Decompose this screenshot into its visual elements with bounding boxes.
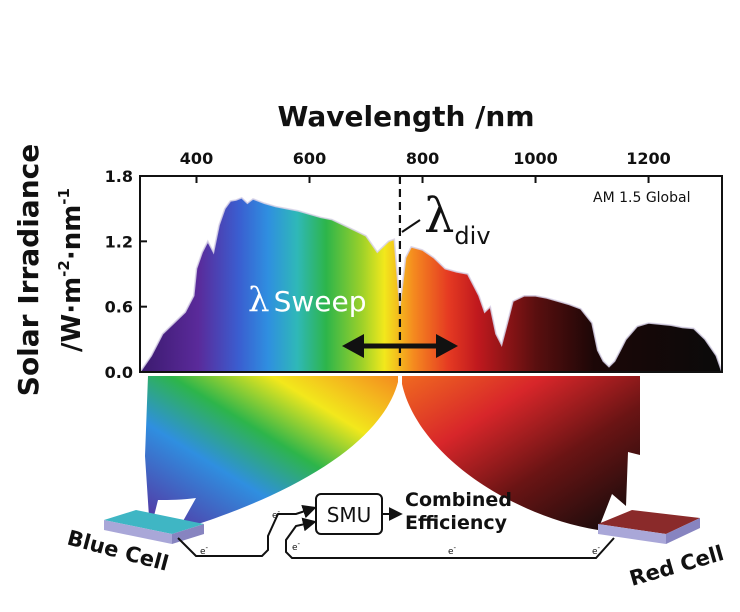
- x-axis-title: Wavelength /nm: [278, 100, 535, 133]
- combined-line1: Combined: [405, 489, 512, 511]
- red-band-arrow: [402, 376, 640, 530]
- blue-cell-top: [104, 510, 204, 534]
- lambda-symbol: λ: [424, 188, 454, 244]
- electron-label: e-: [448, 544, 457, 557]
- y-axis-title-line2: /W·m-2·nm-1: [55, 188, 87, 352]
- legend-label: AM 1.5 Global: [593, 190, 690, 206]
- sweep-text: Sweep: [274, 285, 367, 318]
- y-tick-label: 1.2: [105, 232, 133, 251]
- combined-efficiency-label: Combined Efficiency: [405, 489, 519, 534]
- sweep-double-arrow: [342, 334, 458, 358]
- y-axis-title-line1: Solar Irradiance: [12, 144, 45, 396]
- x-tick-label: 400: [180, 149, 213, 168]
- sweep-label: λ Sweep: [248, 280, 366, 320]
- spectrum-area: [140, 197, 722, 372]
- red-cell-top: [598, 510, 700, 534]
- blue-cell-front: [104, 520, 172, 544]
- wire-blue-cell: [177, 504, 317, 557]
- legend: AM 1.5 Global: [543, 190, 690, 206]
- red-cell-label: Red Cell: [627, 541, 727, 591]
- red-cell-front: [598, 524, 666, 544]
- y-tick-label: 0.0: [105, 363, 133, 382]
- x-tick-label: 800: [406, 149, 439, 168]
- plot-frame: [139, 175, 723, 373]
- red-cell-side: [666, 518, 700, 544]
- x-tick-label: 1000: [513, 149, 558, 168]
- y-tick-label: 0.6: [105, 298, 133, 317]
- x-tick-label: 600: [293, 149, 326, 168]
- blue-band-arrow: [145, 376, 398, 532]
- spectrum-outline: [139, 196, 723, 373]
- combined-line2: Efficiency: [405, 512, 508, 534]
- x-tick-label: 1200: [626, 149, 671, 168]
- electron-label: e-: [272, 508, 281, 521]
- electron-label: e-: [200, 544, 209, 557]
- lambda-div-leader: [401, 219, 421, 233]
- tandem-cell-diagram: Blue Cell Red Cell SMU Combined Efficien…: [65, 376, 726, 591]
- sweep-lambda: λ: [248, 280, 270, 320]
- div-subscript: div: [454, 222, 490, 250]
- irradiance-chart: Wavelength /nm 400 600 800 1000 1200 0.0 0.6 1…: [12, 100, 723, 396]
- electron-label: e-: [592, 544, 601, 557]
- y-axis-title: Solar Irradiance /W·m-2·nm-1: [12, 144, 87, 396]
- lambda-div-label: λdiv: [424, 188, 491, 250]
- x-tick-group: 400 600 800 1000 1200: [180, 149, 671, 183]
- electron-label: e-: [292, 540, 301, 553]
- red-cell: Red Cell: [598, 510, 726, 591]
- wire-red-cell: [285, 517, 615, 559]
- y-tick-label: 1.8: [105, 167, 133, 186]
- smu-label: SMU: [327, 503, 372, 527]
